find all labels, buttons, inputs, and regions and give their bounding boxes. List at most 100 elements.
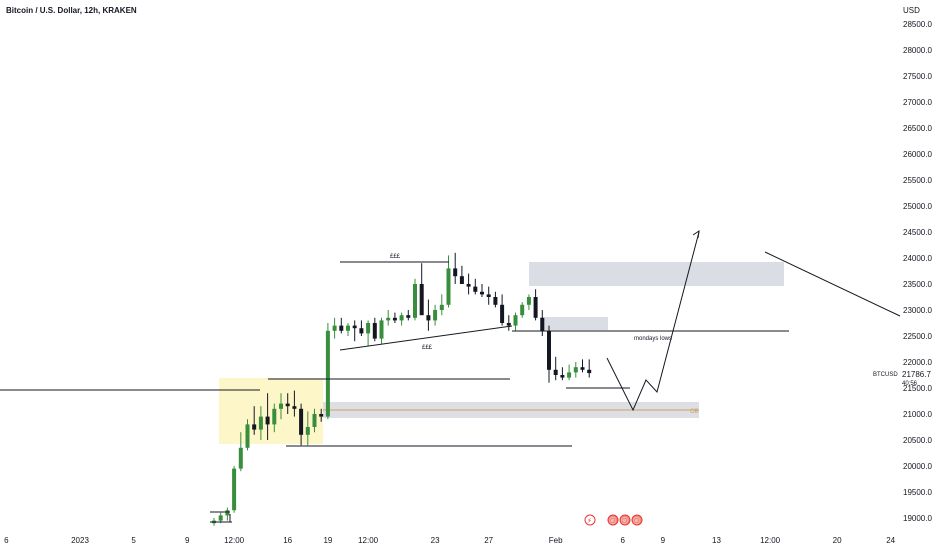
lightning-icon-glyph: ⚡ (587, 517, 592, 525)
candle (473, 278, 478, 295)
candle (547, 325, 551, 383)
candle (439, 294, 444, 316)
x-tick-label: 6 (620, 536, 625, 545)
y-tick-label: 22000.0 (903, 358, 932, 367)
candle (580, 359, 585, 373)
annotation-drawings (0, 229, 901, 523)
currency-label: USD (903, 6, 920, 15)
candle-body (332, 325, 337, 331)
candle (406, 310, 411, 321)
y-tick-label: 19500.0 (903, 488, 932, 497)
candle (500, 294, 505, 326)
event-flag-icon[interactable] (631, 514, 643, 526)
event-flag-glyph: ⓔ (633, 517, 640, 525)
candle (386, 310, 391, 326)
candle (258, 406, 263, 440)
candle-body (325, 330, 330, 417)
candle-body (272, 408, 277, 425)
candle-body (540, 317, 545, 331)
candle (413, 278, 417, 321)
candle-body (319, 414, 324, 417)
x-tick-label: 9 (661, 536, 666, 545)
candle (346, 323, 350, 336)
candle (372, 317, 377, 342)
candle-body (379, 320, 384, 339)
imbalance-zone (540, 317, 608, 330)
lightning-icon[interactable] (584, 514, 596, 526)
candle (392, 312, 397, 323)
candle (533, 289, 538, 321)
candle-body (526, 297, 531, 305)
event-flag-icon[interactable] (619, 514, 631, 526)
projection-path[interactable] (606, 231, 700, 412)
candle-body (406, 315, 411, 318)
candle-body (252, 424, 257, 430)
candle (486, 286, 491, 305)
x-tick-label: 19 (323, 536, 332, 545)
y-tick-label: 27500.0 (903, 72, 932, 81)
candle-body (279, 403, 283, 409)
candle (299, 403, 304, 446)
candle-body (352, 325, 357, 329)
candles (212, 252, 592, 526)
candle (272, 403, 277, 433)
candle (446, 255, 451, 308)
y-tick-label: 24000.0 (903, 254, 932, 263)
candle (305, 411, 310, 446)
last-price-label: 21786.7 (902, 370, 931, 379)
arrow-head-icon (692, 229, 700, 239)
candle-body (520, 304, 525, 316)
candle (520, 302, 525, 318)
event-icons[interactable]: ⚡ ⓔ ⓔ ⓔ (584, 514, 643, 526)
liquidity-bottom-label: £££ (422, 345, 433, 351)
y-tick-label: 21000.0 (903, 410, 932, 419)
candle (332, 317, 337, 339)
candle-body (439, 304, 444, 310)
countdown-label: 40:56 (902, 381, 918, 387)
demand-zone (219, 378, 323, 444)
candle-body (587, 369, 592, 374)
candle-body (285, 403, 290, 407)
projection-down-line[interactable] (764, 251, 901, 317)
y-tick-label: 25000.0 (903, 202, 932, 211)
candle (312, 408, 317, 433)
candle-body (392, 317, 397, 321)
candle (366, 320, 371, 347)
candle (506, 315, 511, 331)
y-tick-label: 27000.0 (903, 98, 932, 107)
chart-title: Bitcoin / U.S. Dollar, 12h, KRAKEN (6, 6, 137, 15)
candle-body (258, 416, 263, 430)
candle (567, 364, 572, 381)
candle (419, 263, 424, 316)
candle-body (299, 408, 304, 435)
event-flag-icon[interactable] (607, 514, 619, 526)
candle (245, 419, 250, 451)
candle-body (386, 317, 391, 321)
candle-body (560, 375, 565, 378)
liquidity-trendline[interactable] (339, 325, 513, 351)
candle-body (399, 315, 404, 321)
price-axis[interactable]: USD 19000.0 19500.0 20000.0 20500.0 21000.0 2… (903, 6, 932, 523)
y-tick-label: 21500.0 (903, 384, 932, 393)
mondays-lows-label: mondays lows (634, 336, 672, 342)
candle (480, 284, 484, 297)
candle (453, 252, 458, 284)
time-axis[interactable]: 6 2023 5 9 12:00 16 19 12:00 23 27 Feb 6 9 13 12:00 20 2… (4, 536, 896, 545)
candle (379, 317, 384, 344)
candle-body (493, 297, 498, 305)
candle-body (225, 510, 230, 516)
candle-body (513, 315, 518, 326)
x-tick-label: 9 (185, 536, 190, 545)
candle-body (292, 406, 297, 409)
candle (225, 507, 230, 521)
y-tick-label: 23000.0 (903, 306, 932, 315)
candle-body (553, 369, 558, 375)
candle-body (453, 268, 458, 277)
candle (218, 512, 223, 524)
x-tick-label: 20 (833, 536, 842, 545)
candle-body (500, 304, 505, 323)
candle-body (218, 515, 223, 521)
candle (352, 320, 357, 342)
candle (426, 299, 431, 331)
